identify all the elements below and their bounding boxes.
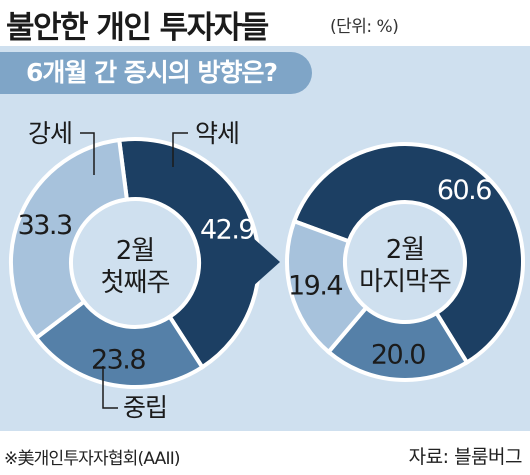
center-label-line-2: 첫째주: [101, 268, 170, 298]
value-label-neutral: 20.0: [371, 340, 425, 371]
value-label-neutral: 23.8: [91, 345, 145, 376]
center-label-line-2: 마지막주: [359, 267, 451, 297]
callout-line-bearish: [172, 132, 188, 167]
value-label-bullish: 33.3: [18, 210, 72, 241]
center-label-line-1: 2월: [116, 236, 154, 266]
footnote: ※美개인투자자협회(AAII): [4, 449, 181, 469]
slice-neutral: [325, 304, 470, 382]
slice-bullish: [285, 218, 369, 355]
callout-label-bullish: 강세: [28, 119, 72, 148]
unit-label: (단위: %): [330, 17, 399, 37]
arrow-icon: [252, 237, 280, 287]
value-label-bearish: 60.6: [437, 175, 491, 206]
slice-neutral: [33, 298, 206, 389]
callout-label-neutral: 중립: [123, 393, 167, 422]
callout-label-bearish: 약세: [195, 119, 239, 148]
callout-line-neutral: [102, 366, 118, 409]
source-label: 자료: 블룸버그: [408, 446, 523, 468]
value-label-bullish: 19.4: [288, 271, 342, 302]
slice-bullish: [9, 137, 130, 341]
value-label-bearish: 42.9: [200, 214, 254, 245]
slice-bearish: [291, 142, 525, 366]
slice-bearish: [117, 137, 261, 370]
chart-title: 불안한 개인 투자자들: [6, 10, 269, 46]
callout-line-bullish: [80, 132, 95, 175]
center-label-line-1: 2월: [386, 235, 424, 265]
question-banner: 6개월 간 증시의 방향은?: [0, 52, 312, 94]
